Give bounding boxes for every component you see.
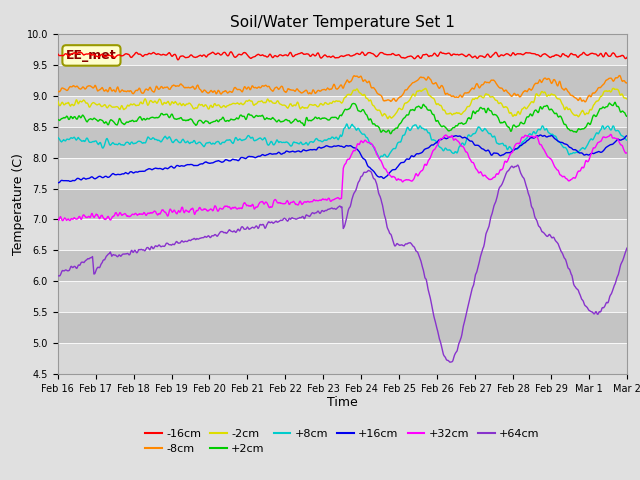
Legend: -16cm, -8cm, -2cm, +2cm, +8cm, +16cm, +32cm, +64cm: -16cm, -8cm, -2cm, +2cm, +8cm, +16cm, +3… [141,424,544,459]
Bar [58,219,627,251]
X-axis label: Time: Time [327,396,358,408]
Bar [58,34,627,65]
Bar [58,96,627,127]
Bar [58,65,627,96]
Bar [58,251,627,281]
Bar [58,343,627,374]
Bar [58,312,627,343]
Text: EE_met: EE_met [66,49,116,62]
Title: Soil/Water Temperature Set 1: Soil/Water Temperature Set 1 [230,15,455,30]
Bar [58,281,627,312]
Bar [58,189,627,219]
Bar [58,127,627,157]
Y-axis label: Temperature (C): Temperature (C) [12,153,25,255]
Bar [58,157,627,189]
